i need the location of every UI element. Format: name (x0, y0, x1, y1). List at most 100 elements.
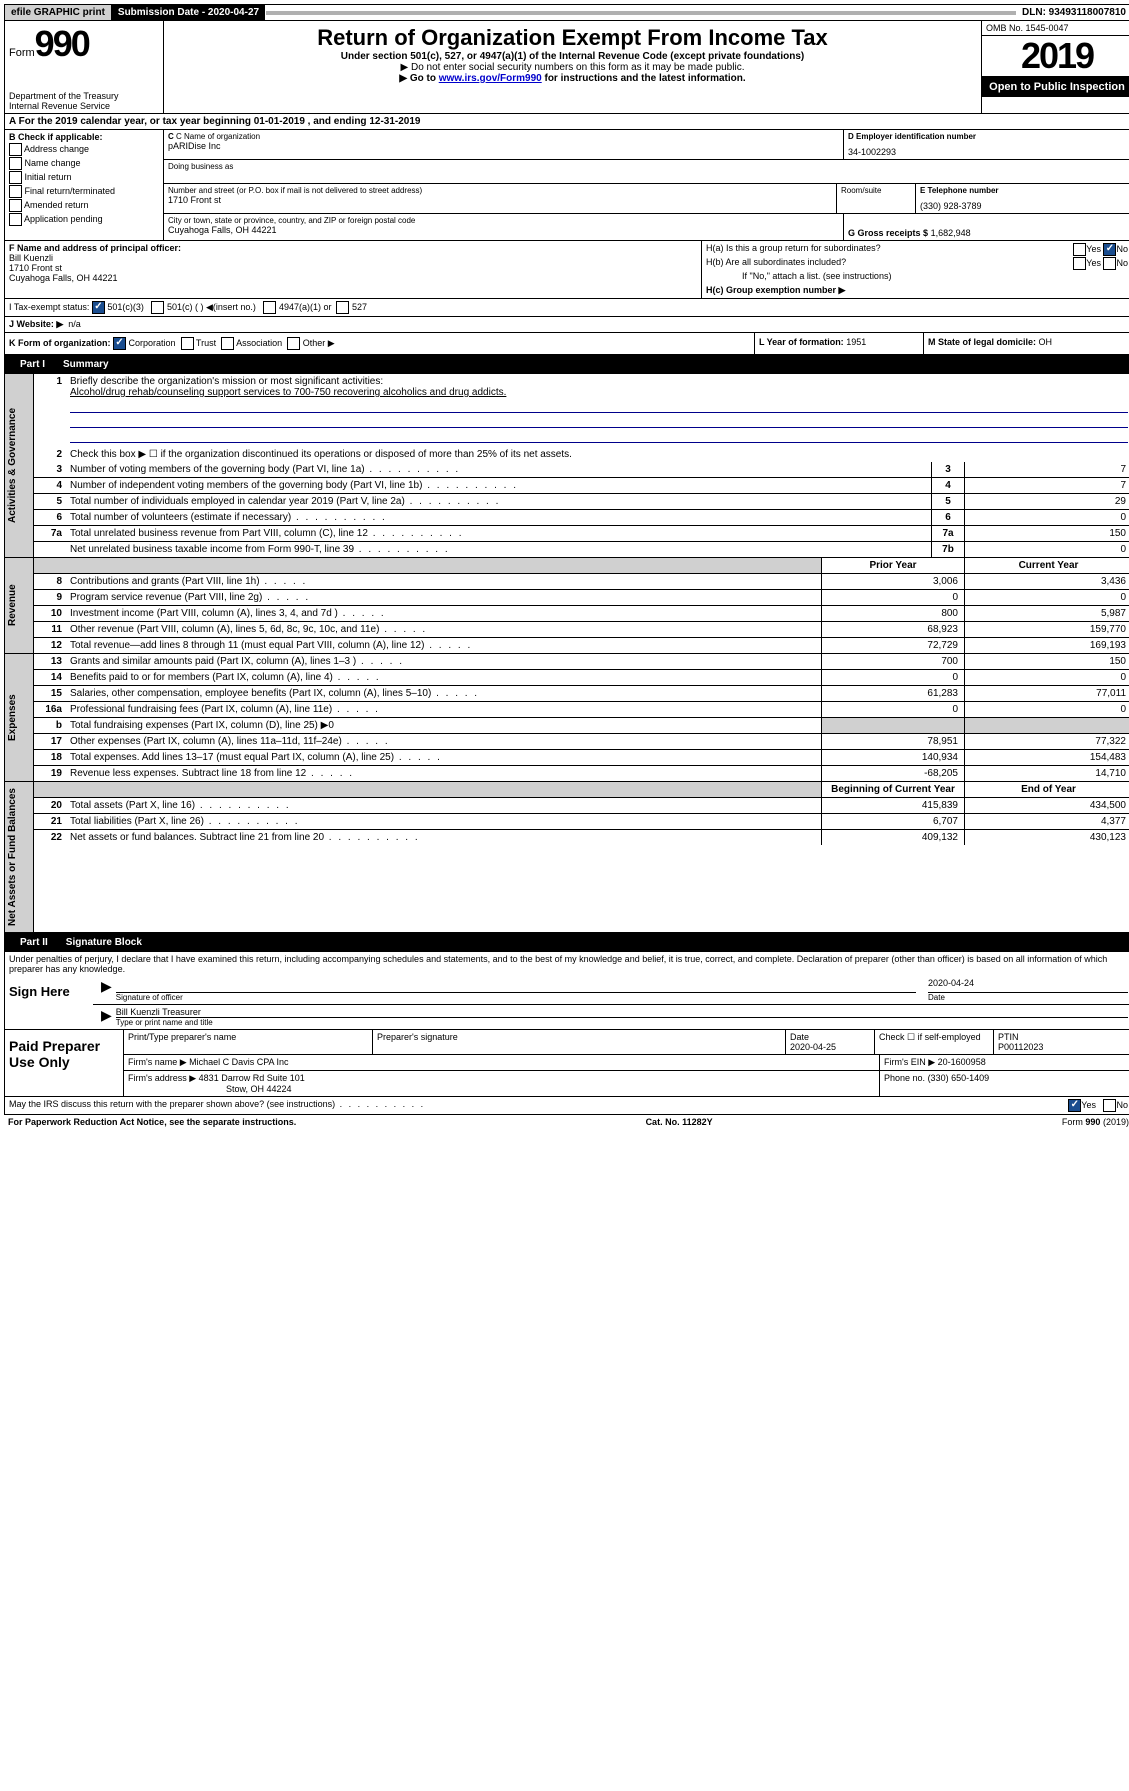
rev-row-py: 72,729 (821, 638, 964, 653)
chk-amended[interactable]: Amended return (9, 199, 159, 212)
exp-row-desc: Revenue less expenses. Subtract line 18 … (66, 766, 821, 781)
addr-value: 1710 Front st (168, 195, 832, 205)
net-row-desc: Net assets or fund balances. Subtract li… (66, 830, 821, 845)
vert-expenses: Expenses (5, 654, 34, 781)
exp-row-cy: 0 (964, 670, 1129, 685)
gov-row-desc: Total unrelated business revenue from Pa… (66, 526, 931, 541)
form-title: Return of Organization Exempt From Incom… (168, 25, 977, 51)
exp-row-desc: Salaries, other compensation, employee b… (66, 686, 821, 701)
prep-sig-label: Preparer's signature (373, 1030, 786, 1054)
row-klm: K Form of organization: Corporation Trus… (4, 333, 1129, 355)
gov-row-box: 3 (931, 462, 964, 477)
hc-row: H(c) Group exemption number ▶ (702, 283, 1129, 298)
vert-governance: Activities & Governance (5, 374, 34, 557)
gov-row-val: 150 (964, 526, 1129, 541)
chk-527[interactable] (336, 301, 349, 314)
hb-note: If "No," attach a list. (see instruction… (702, 269, 1129, 283)
exp-row-desc: Benefits paid to or for members (Part IX… (66, 670, 821, 685)
self-employed-check[interactable]: Check ☐ if self-employed (875, 1030, 994, 1054)
phone-label: E Telephone number (920, 186, 1128, 195)
chk-501c3[interactable] (92, 301, 105, 314)
net-row-desc: Total assets (Part X, line 16) (66, 798, 821, 813)
chk-assoc[interactable] (221, 337, 234, 350)
chk-501c[interactable] (151, 301, 164, 314)
rev-row-py: 800 (821, 606, 964, 621)
exp-row-cy: 0 (964, 702, 1129, 717)
rev-row-cy: 159,770 (964, 622, 1129, 637)
city-value: Cuyahoga Falls, OH 44221 (168, 225, 839, 235)
chk-app-pending[interactable]: Application pending (9, 213, 159, 226)
gov-row-box: 7a (931, 526, 964, 541)
form-note-ssn: ▶ Do not enter social security numbers o… (168, 62, 977, 73)
ptin-label: PTIN (998, 1032, 1128, 1042)
gov-row-val: 7 (964, 478, 1129, 493)
rev-row-py: 0 (821, 590, 964, 605)
exp-row-py (821, 718, 964, 733)
chk-discuss-no[interactable] (1103, 1099, 1116, 1112)
exp-row-desc: Total fundraising expenses (Part IX, col… (66, 718, 821, 733)
section-bcdefg: B Check if applicable: Address change Na… (4, 130, 1129, 241)
prep-name-label: Print/Type preparer's name (124, 1030, 373, 1054)
addr-label: Number and street (or P.O. box if mail i… (168, 186, 832, 195)
chk-final-return[interactable]: Final return/terminated (9, 185, 159, 198)
chk-other[interactable] (287, 337, 300, 350)
exp-row-cy: 77,011 (964, 686, 1129, 701)
exp-row-py: 0 (821, 670, 964, 685)
rev-row-cy: 169,193 (964, 638, 1129, 653)
sign-here-label: Sign Here (5, 976, 93, 1029)
exp-row-py: 0 (821, 702, 964, 717)
chk-initial-return[interactable]: Initial return (9, 171, 159, 184)
rev-row-cy: 5,987 (964, 606, 1129, 621)
irs-link[interactable]: www.irs.gov/Form990 (439, 73, 542, 84)
gov-row-box: 4 (931, 478, 964, 493)
hb-row: H(b) Are all subordinates included? Yes … (702, 255, 1129, 269)
rev-row-desc: Investment income (Part VIII, column (A)… (66, 606, 821, 621)
exp-row-desc: Grants and similar amounts paid (Part IX… (66, 654, 821, 669)
chk-trust[interactable] (181, 337, 194, 350)
rev-row-desc: Other revenue (Part VIII, column (A), li… (66, 622, 821, 637)
gov-row-desc: Number of voting members of the governin… (66, 462, 931, 477)
summary-table: Activities & Governance 1 Briefly descri… (4, 374, 1129, 933)
footer-final: For Paperwork Reduction Act Notice, see … (4, 1115, 1129, 1129)
firm-name-value: Michael C Davis CPA Inc (189, 1057, 288, 1067)
ein-label: D Employer identification number (848, 132, 1128, 141)
efile-button[interactable]: efile GRAPHIC print (5, 5, 112, 20)
exp-row-py: -68,205 (821, 766, 964, 781)
signature-block: Under penalties of perjury, I declare th… (4, 952, 1129, 1030)
gov-row-desc: Total number of volunteers (estimate if … (66, 510, 931, 525)
officer-name-title: Bill Kuenzli Treasurer (116, 1007, 1128, 1018)
chk-4947[interactable] (263, 301, 276, 314)
gov-row-val: 0 (964, 510, 1129, 525)
exp-row-cy: 14,710 (964, 766, 1129, 781)
dba-label: Doing business as (168, 162, 840, 171)
form-number: Form990 (9, 23, 159, 65)
gov-row-val: 29 (964, 494, 1129, 509)
topbar-spacer (266, 11, 1016, 15)
chk-name-change[interactable]: Name change (9, 157, 159, 170)
discuss-row: May the IRS discuss this return with the… (4, 1097, 1129, 1115)
rev-row-py: 68,923 (821, 622, 964, 637)
gov-row-desc: Net unrelated business taxable income fr… (66, 542, 931, 557)
firm-addr-label: Firm's address ▶ (128, 1073, 196, 1083)
chk-address-change[interactable]: Address change (9, 143, 159, 156)
gross-receipts-label: G Gross receipts $ (848, 228, 928, 238)
gov-row-desc: Number of independent voting members of … (66, 478, 931, 493)
section-fhi: F Name and address of principal officer:… (4, 241, 1129, 299)
top-bar: efile GRAPHIC print Submission Date - 20… (4, 4, 1129, 21)
exp-row-py: 700 (821, 654, 964, 669)
part1-header: Part I Summary (4, 355, 1129, 374)
chk-discuss-yes[interactable] (1068, 1099, 1081, 1112)
vert-netassets: Net Assets or Fund Balances (5, 782, 34, 932)
paid-prep-label: Paid Preparer Use Only (5, 1030, 124, 1096)
gov-row-val: 7 (964, 462, 1129, 477)
exp-row-py: 61,283 (821, 686, 964, 701)
q2-discontinued: Check this box ▶ ☐ if the organization d… (66, 447, 1129, 462)
net-row-py: 415,839 (821, 798, 964, 813)
tax-exempt-row: I Tax-exempt status: 501(c)(3) 501(c) ( … (5, 299, 1129, 316)
mission-desc: Briefly describe the organization's miss… (66, 374, 1129, 447)
net-row-py: 409,132 (821, 830, 964, 845)
current-year-header: Current Year (964, 558, 1129, 573)
form-org-row: K Form of organization: Corporation Trus… (5, 333, 754, 354)
chk-corp[interactable] (113, 337, 126, 350)
exp-row-py: 78,951 (821, 734, 964, 749)
